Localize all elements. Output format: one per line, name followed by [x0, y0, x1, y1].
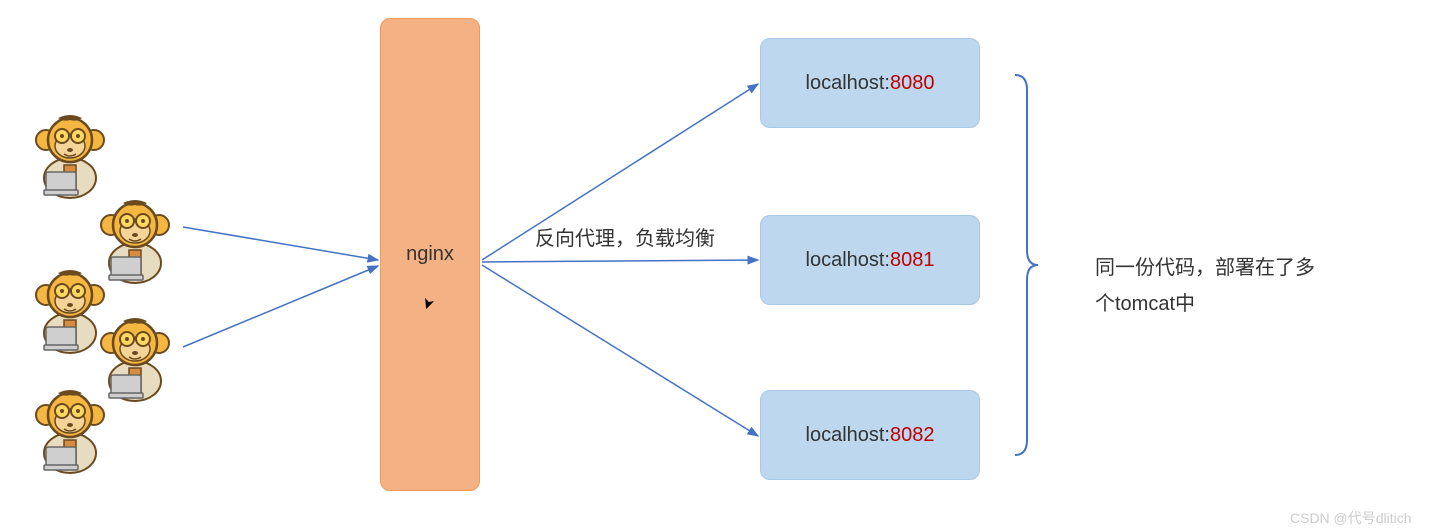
server-box-1: localhost:8081: [760, 215, 980, 305]
server-host: localhost:: [806, 249, 891, 272]
arrow-line: [183, 266, 378, 347]
user-icon: [30, 110, 110, 200]
description-line1: 同一份代码，部署在了多: [1095, 257, 1315, 279]
server-host: localhost:: [806, 72, 891, 95]
server-box-0: localhost:8080: [760, 38, 980, 128]
server-port: 8081: [890, 249, 935, 272]
description-text: 同一份代码，部署在了多 个tomcat中: [1095, 250, 1375, 322]
brace-icon: [1015, 75, 1038, 455]
server-box-2: localhost:8082: [760, 390, 980, 480]
nginx-label: nginx: [406, 243, 454, 266]
proxy-label: 反向代理，负载均衡: [535, 222, 715, 251]
arrow-line: [482, 265, 758, 436]
server-port: 8080: [890, 72, 935, 95]
watermark-text: CSDN @代号dlitich: [1290, 508, 1412, 528]
user-icon: [30, 385, 110, 475]
arrow-line: [482, 260, 758, 262]
arrow-line: [183, 227, 378, 260]
server-port: 8082: [890, 424, 935, 447]
description-line2: 个tomcat中: [1095, 293, 1195, 315]
server-host: localhost:: [806, 424, 891, 447]
nginx-box: nginx: [380, 18, 480, 491]
